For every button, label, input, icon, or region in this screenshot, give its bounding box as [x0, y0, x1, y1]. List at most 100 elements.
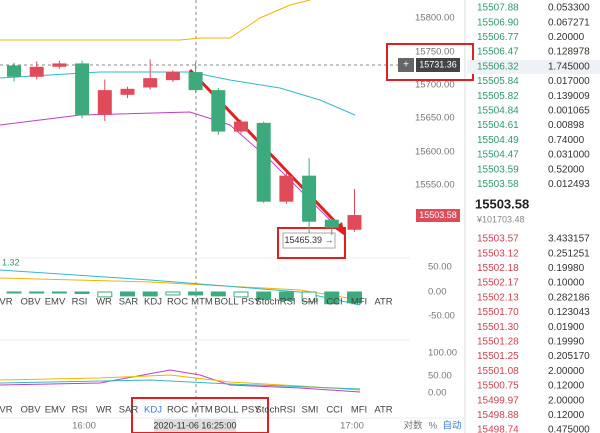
- price-tag: [416, 209, 460, 222]
- band-upper: [0, 0, 311, 41]
- ask-price: 15505.84: [477, 76, 519, 87]
- time-label: 17:00: [340, 421, 364, 432]
- ask-price: 15503.58: [477, 179, 519, 190]
- candle-body: [279, 175, 294, 202]
- ask-price: 15503.59: [477, 164, 519, 175]
- kdj-axis-label: 100.00: [428, 348, 457, 359]
- indicator-tab[interactable]: ATR: [374, 297, 392, 308]
- scale-option[interactable]: 自动: [442, 420, 461, 432]
- indicator-tab[interactable]: WR: [96, 297, 112, 308]
- scale-option[interactable]: 对数: [403, 420, 423, 432]
- indicator-tab[interactable]: RSI: [72, 405, 88, 416]
- last-price-tag: 15503.58: [419, 210, 457, 220]
- ask-price: 15506.32: [477, 61, 519, 72]
- candle-body: [347, 215, 362, 230]
- macd-bar: [51, 291, 67, 294]
- price-axis-label: 15650.00: [415, 113, 455, 124]
- ask-amount: 0.067271: [548, 17, 590, 28]
- indicator-tab[interactable]: SMI: [302, 297, 319, 308]
- indicator-tab[interactable]: ROC: [167, 405, 188, 416]
- macd-bar: [256, 291, 272, 300]
- indicator-tab[interactable]: PSY: [241, 297, 261, 308]
- indicator-tab[interactable]: CCI: [326, 297, 342, 308]
- bid-price: 15501.25: [477, 351, 519, 362]
- indicator-tab[interactable]: EMV: [45, 297, 66, 308]
- kdj-axis-label: 0.00: [428, 388, 447, 399]
- add-button[interactable]: [398, 58, 414, 72]
- indicator-tab[interactable]: CCI: [326, 405, 342, 416]
- bid-amount: 0.251251: [548, 248, 590, 259]
- indicator-tab[interactable]: MTM: [191, 297, 213, 308]
- candle-body: [211, 90, 226, 132]
- ask-amount: 0.52000: [548, 164, 585, 175]
- macd-axis-label: 0.00: [428, 287, 447, 298]
- ask-price: 15507.88: [477, 3, 519, 14]
- macd-bar: [165, 291, 181, 296]
- indicator-tab[interactable]: StochRSI: [255, 405, 295, 416]
- indicator-tab[interactable]: BOLL: [214, 405, 238, 416]
- candle-body: [234, 121, 248, 132]
- macd-bar: [120, 291, 135, 297]
- ask-price: 15506.90: [477, 17, 519, 28]
- indicator-tab[interactable]: WR: [96, 405, 112, 416]
- last-price-cny: ¥101703.48: [476, 214, 525, 224]
- indicator-tab[interactable]: ROC: [167, 297, 188, 308]
- time-label: 2020-11-06 16:25:00: [154, 420, 237, 430]
- time-tag: [154, 419, 236, 432]
- indicator-tab[interactable]: PSY: [241, 405, 261, 416]
- indicator-tab[interactable]: SMI: [302, 405, 319, 416]
- bid-price: 15503.57: [477, 234, 519, 245]
- bid-amount: 0.12000: [548, 381, 585, 392]
- indicator-tab[interactable]: ATR: [374, 405, 392, 416]
- bid-amount: 0.19990: [548, 337, 585, 348]
- price-axis-label: 15550.00: [415, 180, 455, 191]
- macd-bar: [347, 291, 362, 304]
- indicator-tab[interactable]: RSI: [72, 297, 88, 308]
- indicator-tab[interactable]: VR: [0, 405, 13, 416]
- indicator-tab[interactable]: MTM: [191, 405, 213, 416]
- indicator-tab[interactable]: StochRSI: [255, 297, 295, 308]
- bid-amount: 0.12000: [548, 410, 585, 421]
- macd-bar: [142, 291, 158, 297]
- indicator-tab[interactable]: OBV: [20, 405, 41, 416]
- ask-amount: 0.017000: [548, 76, 590, 87]
- candle-body: [52, 63, 67, 67]
- indicator-tab[interactable]: OBV: [20, 297, 41, 308]
- crosshair-tag: [416, 58, 460, 72]
- indicator-tab[interactable]: EMV: [45, 405, 66, 416]
- macd-bar: [210, 291, 226, 297]
- row-highlight: [467, 60, 600, 74]
- ask-price: 15506.47: [477, 47, 519, 58]
- band-middle: [0, 71, 356, 116]
- scale-option[interactable]: %: [429, 421, 438, 432]
- indicator-tab[interactable]: SAR: [119, 297, 139, 308]
- ask-amount: 0.00898: [548, 120, 585, 131]
- ask-amount: 0.74000: [548, 135, 585, 146]
- bid-amount: 0.19980: [548, 263, 585, 274]
- bid-price: 15500.75: [477, 381, 519, 392]
- highlight-box: [277, 227, 346, 259]
- macd-axis-label: 50.00: [428, 262, 452, 273]
- price-axis-label: 15800.00: [415, 13, 455, 24]
- indicator-tab[interactable]: MFI: [351, 405, 367, 416]
- kdj-d: [0, 379, 361, 390]
- indicator-tab[interactable]: MFI: [351, 297, 367, 308]
- indicator-tab[interactable]: KDJ: [144, 405, 162, 416]
- bid-price: 15498.88: [477, 410, 519, 421]
- ask-price: 15504.47: [477, 150, 519, 161]
- bid-amount: 3.433157: [548, 234, 590, 245]
- macd-bar: [74, 291, 90, 294]
- indicator-tab[interactable]: SAR: [119, 405, 139, 416]
- indicator-tab[interactable]: BOLL: [214, 297, 238, 308]
- indicator-tab[interactable]: VR: [0, 297, 13, 308]
- ask-amount: 1.745000: [548, 61, 590, 72]
- indicator-tab[interactable]: KDJ: [144, 297, 162, 308]
- kdj-k: [0, 374, 361, 391]
- ask-amount: 0.139009: [548, 91, 590, 102]
- crosshair-price: 15731.36: [419, 59, 457, 69]
- annotation: 15465.39 →: [284, 235, 333, 245]
- candle-body: [75, 63, 90, 115]
- plus: +: [403, 60, 409, 71]
- bid-amount: 0.205170: [548, 351, 590, 362]
